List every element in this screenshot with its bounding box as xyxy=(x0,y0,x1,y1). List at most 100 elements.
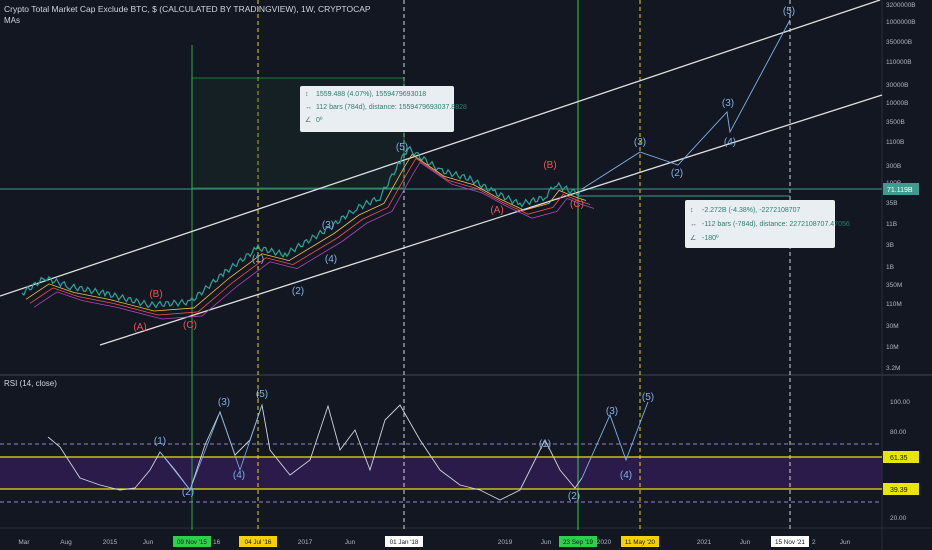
price-scale-label: 3200000B xyxy=(886,2,916,9)
price-scale-label: 350M xyxy=(886,282,902,289)
rsi-scale-label: 20.00 xyxy=(890,515,907,522)
measure-box-1[interactable]: ↕ 1559.488 (4.07%), 1559479693018 ↔ 112 … xyxy=(300,86,467,132)
price-scale-label: 10000B xyxy=(886,100,908,107)
measure-box-1-icon-1: ↕ xyxy=(305,91,309,98)
price-scale-label: 110000B xyxy=(886,59,912,66)
wave-label-price: (3) xyxy=(722,98,734,109)
measure-box-2-icon-2: ↔ xyxy=(690,221,697,228)
time-label: Jun xyxy=(541,539,552,546)
date-tags: 09 Nov '15 04 Jul '16 01 Jan '18 23 Sep '19… xyxy=(173,536,816,547)
price-scale-label: 350000B xyxy=(886,39,912,46)
date-tag: 04 Jul '16 xyxy=(239,536,277,547)
measure-box-1-line-2: 112 bars (784d), distance: 1559479693037… xyxy=(316,104,467,111)
date-tag-text: 11 May '20 xyxy=(625,539,656,546)
measure-box-2-icon-3: ∠ xyxy=(690,234,696,242)
rsi-scale[interactable]: 100.00 80.00 20.00 xyxy=(890,399,910,522)
date-tag-text: 01 Jan '18 xyxy=(390,539,419,546)
measure-box-1-icon-3: ∠ xyxy=(305,116,311,124)
wave-label-price: (A) xyxy=(490,205,503,216)
channel-upper xyxy=(0,0,881,297)
time-label: Jun xyxy=(840,539,851,546)
date-tag: 23 Sep '19 xyxy=(559,536,597,547)
projection-wave-price xyxy=(581,19,791,190)
time-label-fragment: 16 xyxy=(213,539,221,546)
date-tag-text: 23 Sep '19 xyxy=(563,539,593,546)
current-price-tag-text: 71.119B xyxy=(887,187,913,194)
time-label: Aug xyxy=(60,539,72,546)
wave-label-price: (3) xyxy=(322,220,334,231)
price-scale-label: 3500B xyxy=(886,119,905,126)
rsi-overbought-band xyxy=(0,457,882,489)
chart-title: Crypto Total Market Cap Exclude BTC, $ (… xyxy=(4,4,371,14)
date-tag: 11 May '20 xyxy=(621,536,659,547)
time-label-fragment: 2 xyxy=(812,539,816,546)
price-scale-label: 35B xyxy=(886,200,898,207)
wave-label-rsi: (2) xyxy=(182,487,194,498)
wave-label-rsi: (5) xyxy=(642,392,654,403)
rsi-tag-1: 61.35 xyxy=(883,451,919,463)
wave-label-rsi: (4) xyxy=(620,470,632,481)
wave-label-price: (2) xyxy=(671,168,683,179)
rsi-wave-guide xyxy=(159,404,263,491)
time-label: Jun xyxy=(740,539,751,546)
date-tag: 15 Nov '21 xyxy=(771,536,809,547)
rsi-tag-2: 39.39 xyxy=(883,483,919,495)
time-label: 2015 xyxy=(103,539,118,546)
wave-label-price: (C) xyxy=(183,320,197,331)
price-scale-label: 110M xyxy=(886,301,902,308)
rsi-line xyxy=(47,403,583,501)
price-scale-label: 10M xyxy=(886,344,899,351)
time-label: 2019 xyxy=(498,539,513,546)
wave-label-rsi: (5) xyxy=(256,389,268,400)
wave-label-rsi: (3) xyxy=(606,406,618,417)
indicator-label: MAs xyxy=(4,16,20,25)
time-label: 2021 xyxy=(697,539,712,546)
ma-line-2 xyxy=(29,157,591,316)
price-scale-label: 1100B xyxy=(886,139,904,146)
time-label: Mar xyxy=(18,539,30,546)
price-scale-label: 3B xyxy=(886,242,894,249)
wave-label-price: (A) xyxy=(133,322,146,333)
wave-label-rsi: (2) xyxy=(568,491,580,502)
date-tag-text: 09 Nov '15 xyxy=(177,539,207,546)
wave-label-rsi: (3) xyxy=(218,397,230,408)
measure-box-2-line-2: -112 bars (-784d), distance: 2272108707.… xyxy=(702,221,850,228)
measure-box-2-line-1: -2.272B (-4.38%), -2272108707 xyxy=(702,207,801,214)
rsi-tag-2-text: 39.39 xyxy=(890,487,908,494)
current-price-tag: 71.119B xyxy=(883,183,919,195)
measure-box-2-line-3: -180º xyxy=(702,235,719,242)
price-scale-label: 3.2M xyxy=(886,365,900,372)
rsi-tag-1-text: 61.35 xyxy=(890,455,908,462)
wave-label-price: (4) xyxy=(724,137,736,148)
date-tag: 01 Jan '18 xyxy=(385,536,423,547)
wave-label-price: (1) xyxy=(252,254,264,265)
wave-label-price: (5) xyxy=(783,6,795,17)
price-line xyxy=(21,145,581,309)
date-tag-text: 15 Nov '21 xyxy=(775,539,805,546)
price-scale-label: 30000B xyxy=(886,82,908,89)
price-scale-label: 300B xyxy=(886,163,901,170)
time-label: 2020 xyxy=(597,539,612,546)
time-label: 2017 xyxy=(298,539,313,546)
ma-line-1 xyxy=(25,153,587,312)
rsi-scale-label: 100.00 xyxy=(890,399,910,406)
channel-lower xyxy=(99,94,883,346)
series-layer xyxy=(21,19,791,501)
ma-line-3 xyxy=(33,161,595,320)
wave-label-price: (5) xyxy=(396,142,408,153)
wave-label-rsi: (1) xyxy=(154,436,166,447)
time-label: Jun xyxy=(143,539,154,546)
price-scale-label: 1000000B xyxy=(886,19,916,26)
measure-box-1-line-3: 0º xyxy=(316,117,323,124)
time-axis[interactable]: Mar Aug 2015 Jun 2017 Jun 2019 Jun 2020 2021 Jun Ju… xyxy=(18,539,850,546)
date-tag-text: 04 Jul '16 xyxy=(245,539,272,546)
wave-label-rsi: (1) xyxy=(539,439,551,450)
measure-box-2[interactable]: ↕ -2.272B (-4.38%), -2272108707 ↔ -112 b… xyxy=(685,200,850,248)
projection-wave-rsi xyxy=(581,401,649,479)
wave-label-price: (B) xyxy=(543,160,556,171)
wave-label-rsi: (4) xyxy=(233,470,245,481)
price-scale-label: 1B xyxy=(886,264,894,271)
date-tag: 09 Nov '15 xyxy=(173,536,211,547)
wave-label-price: (C) xyxy=(570,199,584,210)
